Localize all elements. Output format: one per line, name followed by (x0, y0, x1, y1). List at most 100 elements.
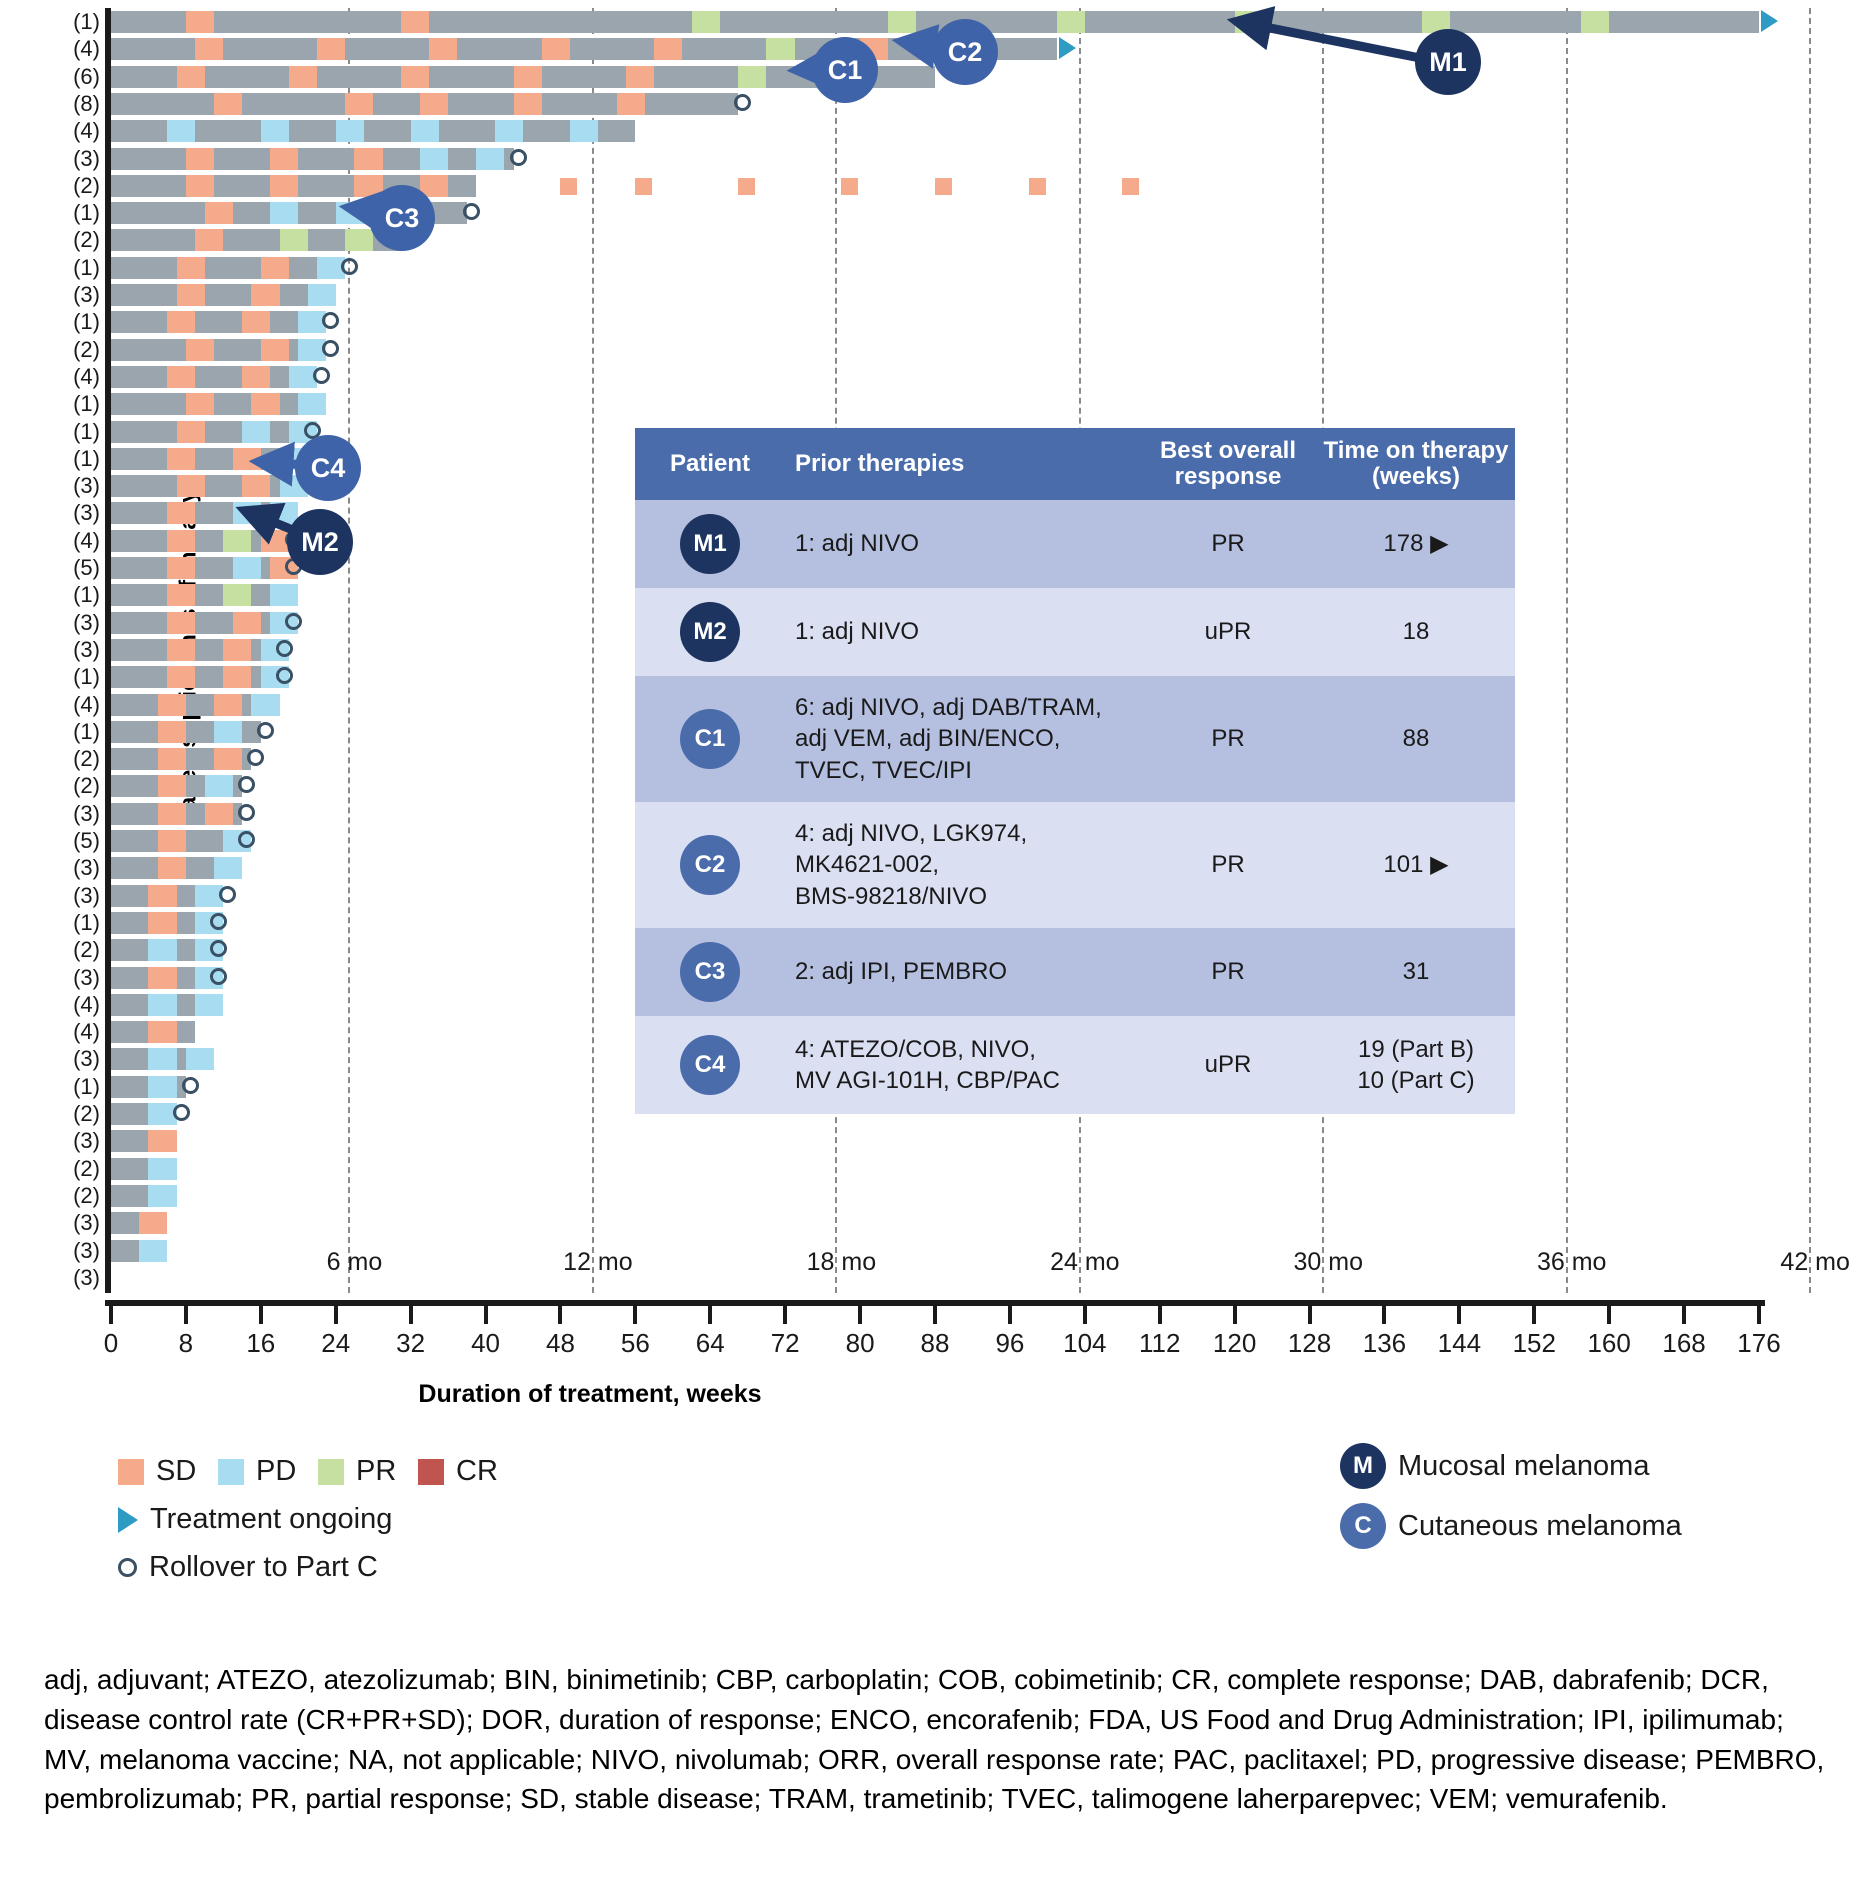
response-marker-pd (185, 1048, 214, 1071)
rollover-to-part-c-icon (210, 912, 227, 930)
response-marker-sd-standalone (1122, 177, 1140, 195)
x-axis-tick (633, 1306, 638, 1324)
response-marker-pd (476, 147, 505, 170)
x-axis-tick-label: 104 (1063, 1328, 1107, 1358)
response-marker-pd (232, 502, 261, 525)
x-axis-tick-label: 176 (1737, 1328, 1781, 1358)
time-on-therapy-line: 101 ▶ (1383, 851, 1449, 879)
row-label-prior-lines: (1) (73, 664, 100, 690)
response-marker-pd (270, 202, 299, 225)
x-axis-tick-label: 88 (920, 1328, 950, 1358)
response-marker-pd (148, 939, 177, 962)
x-axis-tick (933, 1306, 937, 1324)
response-marker-sd (185, 147, 214, 170)
prior-therapy-line: MV AGI-101H, CBP/PAC (795, 1067, 1060, 1094)
legend-label-rollover: Rollover to Part C (149, 1551, 378, 1583)
patient-badge-c4: C4 (680, 1035, 740, 1095)
callout-badge-c1[interactable]: C1 (812, 37, 878, 103)
response-marker-sd (167, 447, 196, 470)
response-marker-sd (317, 38, 346, 61)
response-marker-sd (148, 884, 177, 907)
row-label-prior-lines: (3) (73, 473, 100, 499)
prior-therapy-line: TVEC, TVEC/IPI (795, 756, 972, 784)
rollover-to-part-c-icon (462, 203, 480, 221)
swimmer-bar (111, 611, 289, 634)
legend-item-cutaneous: C Cutaneous melanoma (1340, 1503, 1682, 1549)
time-on-therapy-line: 18 (1402, 618, 1430, 646)
response-marker-pr (223, 529, 252, 552)
x-axis-tick-label: 96 (995, 1328, 1025, 1358)
callout-badge-m2[interactable]: M2 (287, 509, 353, 575)
table-cell-time-on-therapy: 31 (1323, 956, 1515, 987)
table-cell-time-on-therapy: 101 ▶ (1323, 849, 1515, 880)
response-marker-pr (738, 65, 767, 88)
patient-badge-m1: M1 (680, 514, 740, 574)
response-marker-sd (401, 11, 430, 33)
response-marker-sd (185, 11, 214, 33)
gridline-6-mo (348, 8, 351, 1293)
response-marker-sd (420, 92, 449, 115)
swimmer-bar (111, 365, 317, 388)
response-marker-sd (176, 65, 205, 88)
table-cell-prior-therapies: 1: adj NIVO (785, 528, 1133, 559)
response-marker-pd (148, 1075, 177, 1098)
row-label-prior-lines: (3) (73, 855, 100, 881)
legend-label-cr: CR (456, 1455, 498, 1487)
prior-therapy-line: BMS-98218/NIVO (795, 882, 988, 910)
row-label-prior-lines: (4) (73, 363, 100, 389)
rollover-to-part-c-icon (275, 639, 293, 657)
x-axis-tick (333, 1306, 338, 1324)
row-label-prior-lines: (1) (73, 418, 100, 444)
x-axis-tick (1607, 1306, 1612, 1324)
swimmer-bar (111, 311, 327, 334)
callout-badge-c3[interactable]: C3 (369, 185, 435, 251)
rollover-to-part-c-icon (238, 831, 256, 848)
swimmer-bar (111, 557, 289, 579)
response-marker-pd (494, 120, 523, 143)
table-row: C2 4: adj NIVO, LGK974, MK4621-002, BMS-982… (635, 802, 1515, 928)
response-marker-sd (232, 611, 261, 634)
callout-badge-m1[interactable]: M1 (1415, 29, 1481, 95)
column-header-patient: Patient (669, 450, 750, 477)
response-marker-pd (167, 120, 196, 143)
x-axis-tick-label: 144 (1437, 1328, 1482, 1358)
row-label-prior-lines: (3) (73, 800, 100, 826)
x-axis-tick-label: 80 (845, 1328, 875, 1358)
x-axis-tick (708, 1306, 713, 1324)
response-marker-sd (139, 1212, 168, 1235)
x-axis-tick-label: 152 (1512, 1328, 1556, 1358)
time-on-therapy-line: 31 (1402, 958, 1430, 986)
response-marker-pd (251, 693, 280, 716)
x-axis-tick (1382, 1306, 1387, 1324)
legend-badge-m: M (1340, 1443, 1386, 1489)
response-marker-pd (298, 311, 327, 334)
patient-badge-c3: C3 (680, 942, 740, 1002)
row-label-prior-lines: (1) (73, 718, 100, 744)
callout-badge-c2[interactable]: C2 (932, 19, 998, 85)
response-marker-pd (335, 202, 364, 225)
prior-therapy-line: 1: adj NIVO (795, 618, 920, 646)
legend-swatch-cr (418, 1458, 444, 1485)
rollover-to-part-c-icon (734, 93, 752, 111)
swimmer-bar (111, 147, 514, 170)
row-label-prior-lines: (1) (73, 445, 100, 471)
response-marker-sd (260, 338, 289, 361)
callout-badge-c4[interactable]: C4 (295, 435, 361, 501)
x-axis-tick (258, 1306, 263, 1324)
response-marker-pr (1234, 11, 1263, 33)
month-tick-label: 6 mo (326, 1248, 383, 1276)
response-marker-sd (242, 475, 271, 498)
response-marker-sd (185, 174, 214, 197)
row-label-prior-lines: (2) (73, 1155, 100, 1181)
table-cell-patient: M2 (635, 602, 785, 662)
response-marker-pr (1056, 11, 1085, 33)
swimmer-bar (111, 338, 327, 361)
response-marker-sd (541, 38, 570, 61)
row-label-prior-lines: (1) (73, 200, 100, 226)
response-marker-sd (195, 38, 224, 61)
response-marker-sd (401, 65, 430, 88)
response-marker-sd (223, 666, 252, 689)
table-cell-time-on-therapy: 178 ▶ (1323, 528, 1515, 559)
rollover-to-part-c-icon (172, 1104, 190, 1121)
prior-therapy-line: 4: adj NIVO, LGK974, (795, 820, 1028, 848)
